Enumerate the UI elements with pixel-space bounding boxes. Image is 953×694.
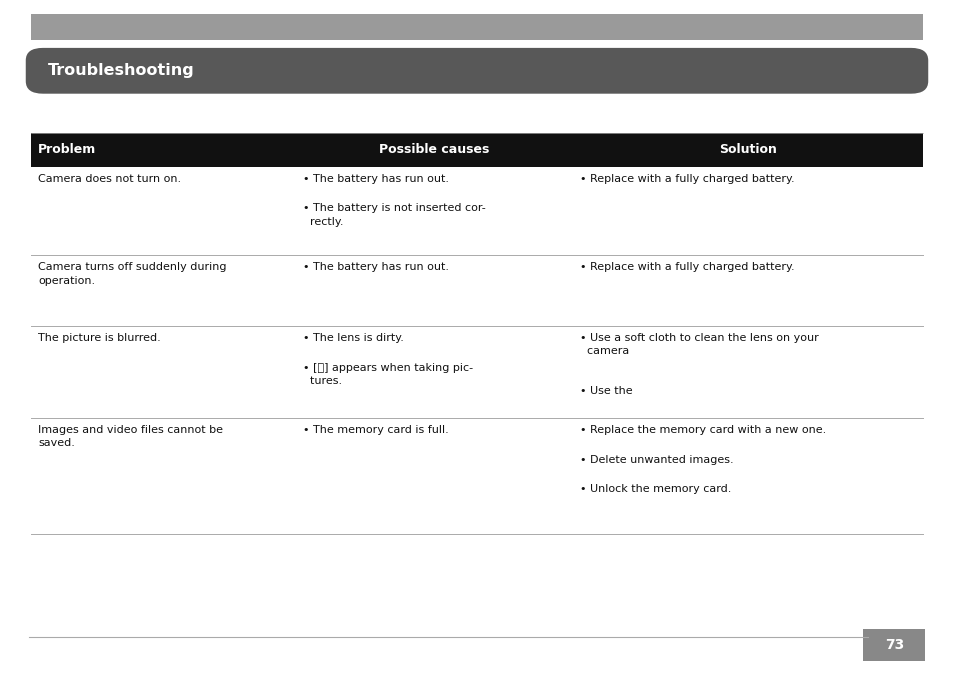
Text: Camera does not turn on.: Camera does not turn on. (38, 174, 181, 183)
Text: • The lens is dirty.: • The lens is dirty. (303, 333, 404, 343)
Text: 73: 73 (884, 638, 903, 652)
Text: • Replace with a fully charged battery.: • Replace with a fully charged battery. (579, 262, 794, 272)
FancyBboxPatch shape (26, 48, 927, 94)
Text: Images and video files cannot be
saved.: Images and video files cannot be saved. (38, 425, 223, 448)
Text: • Unlock the memory card.: • Unlock the memory card. (579, 484, 731, 494)
Text: The picture is blurred.: The picture is blurred. (38, 333, 161, 343)
Bar (862, 629, 924, 661)
Text: • Use a soft cloth to clean the lens on your
  camera: • Use a soft cloth to clean the lens on … (579, 333, 818, 356)
Text: • Replace the memory card with a new one.: • Replace the memory card with a new one… (579, 425, 825, 434)
Text: • The battery has run out.: • The battery has run out. (303, 174, 449, 183)
Bar (30, 14, 923, 40)
Text: • Replace with a fully charged battery.: • Replace with a fully charged battery. (579, 174, 794, 183)
Text: Troubleshooting: Troubleshooting (48, 63, 194, 78)
Text: • The battery is not inserted cor-
  rectly.: • The battery is not inserted cor- rectl… (303, 203, 486, 226)
Text: • Delete unwanted images.: • Delete unwanted images. (579, 455, 733, 464)
Text: • Use the: • Use the (579, 386, 636, 396)
Text: Possible causes: Possible causes (378, 144, 489, 156)
Text: • The memory card is full.: • The memory card is full. (303, 425, 449, 434)
Text: • The battery has run out.: • The battery has run out. (303, 262, 449, 272)
Text: Solution: Solution (719, 144, 776, 156)
Bar (30, 133, 923, 167)
Text: Camera turns off suddenly during
operation.: Camera turns off suddenly during operati… (38, 262, 227, 285)
Text: • [Ⓢ] appears when taking pic-
  tures.: • [Ⓢ] appears when taking pic- tures. (303, 363, 473, 386)
Text: Problem: Problem (38, 144, 96, 156)
